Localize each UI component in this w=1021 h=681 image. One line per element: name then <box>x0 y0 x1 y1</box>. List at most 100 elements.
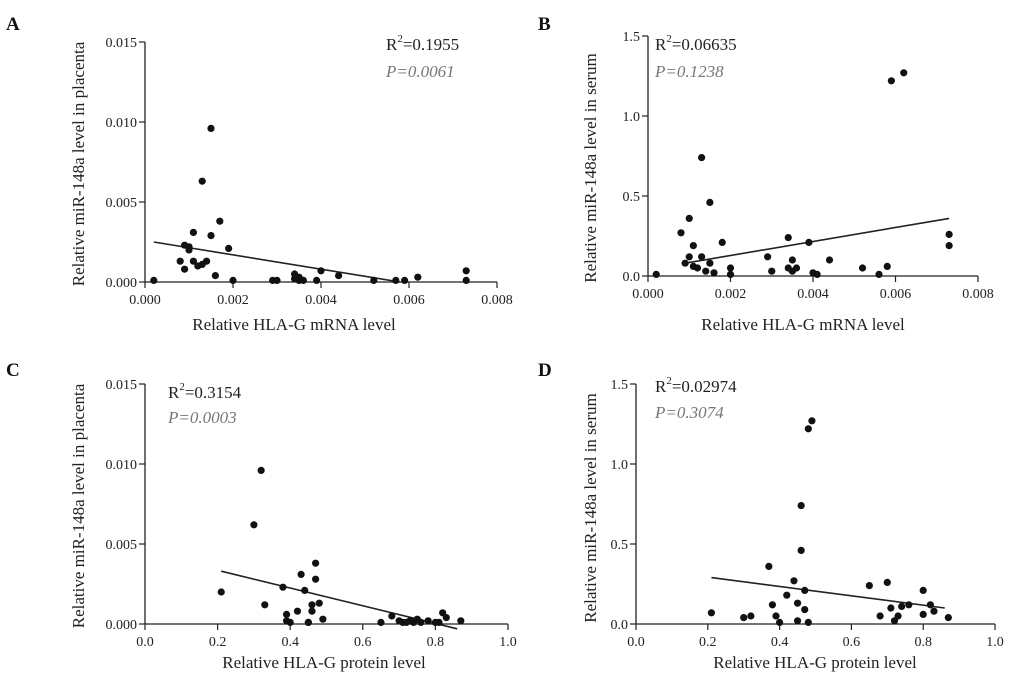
data-point-b <box>875 270 883 278</box>
data-point-b <box>825 256 834 264</box>
data-point-a <box>462 276 470 284</box>
y-axis-label-c: Relative miR-148a level in placenta <box>69 383 88 628</box>
data-point-d <box>926 601 934 609</box>
x-tick-label-c: 0.0 <box>136 635 154 650</box>
panel-c: C 0.0 0.2 0.4 0.6 0.8 1.0 0.000 0.005 0.010 0.015… <box>6 360 517 672</box>
data-point-c <box>250 521 258 529</box>
data-point-d <box>865 582 873 590</box>
data-point-d <box>944 614 952 622</box>
panel-b: B 0.000 0.002 0.004 0.006 0.0080.00.51.01.5 … <box>538 14 994 334</box>
panel-letter-b: B <box>538 14 551 35</box>
data-point-b <box>685 253 693 261</box>
data-point-b <box>693 264 702 272</box>
data-point-d <box>740 614 748 622</box>
data-point-a <box>462 267 470 275</box>
data-point-b <box>813 270 821 278</box>
data-point-b <box>858 264 867 272</box>
data-point-d <box>772 612 780 620</box>
data-point-b <box>726 264 735 272</box>
y-tick-label-d: 0.5 <box>611 538 629 553</box>
y-tick-label-c: 0.005 <box>106 538 138 553</box>
p-value-b: P=0.1238 <box>654 62 724 81</box>
data-point-d <box>905 601 913 609</box>
data-point-a <box>211 272 219 280</box>
y-tick-label-a: 0.015 <box>106 36 138 51</box>
r2-label-c: R2=0.3154 <box>168 381 242 402</box>
data-point-c <box>282 610 291 619</box>
data-point-b <box>706 259 714 267</box>
x-tick-label-c: 1.0 <box>499 635 517 650</box>
plot-area-d: 0.0 0.2 0.4 0.6 0.8 1.0 0.0 0.5 1.0 1.5 <box>611 378 1004 650</box>
x-axis-label-b: Relative HLA-G mRNA level <box>701 315 905 334</box>
data-point-c <box>315 599 323 607</box>
data-point-d <box>804 425 812 433</box>
x-axis-label-c: Relative HLA-G protein level <box>222 653 426 672</box>
data-point-c <box>435 618 443 627</box>
data-point-a <box>150 276 158 284</box>
data-point-c <box>297 570 305 579</box>
data-point-c <box>312 575 320 583</box>
data-point-a <box>335 272 343 280</box>
data-point-b <box>805 238 813 246</box>
data-point-c <box>312 559 320 567</box>
x-tick-label-b: 0.008 <box>962 287 994 302</box>
data-point-b <box>652 270 660 278</box>
x-axis-label-d: Relative HLA-G protein level <box>713 653 917 672</box>
y-axis-label-a: Relative miR-148a level in placenta <box>69 41 88 286</box>
data-point-b <box>718 238 726 246</box>
plot-area-b: 0.000 0.002 0.004 0.006 0.008 0.0 0.5 1.0 1.5 <box>623 30 994 302</box>
data-point-a <box>370 276 378 284</box>
data-point-d <box>797 502 805 510</box>
data-point-c <box>308 607 316 615</box>
y-axis-label-b: Relative miR-148a level in serum <box>581 53 600 282</box>
y-tick-label-d: 0.0 <box>611 618 629 633</box>
x-tick-label-d: 0.4 <box>771 635 789 650</box>
data-point-a <box>185 246 193 254</box>
data-point-a <box>189 228 197 236</box>
data-point-b <box>698 253 706 261</box>
data-point-b <box>784 234 792 242</box>
data-point-d <box>765 562 773 571</box>
data-point-c <box>217 588 225 596</box>
data-point-d <box>930 607 938 615</box>
x-tick-label-d: 0.8 <box>914 635 932 650</box>
data-point-b <box>883 262 891 270</box>
data-point-b <box>677 229 685 237</box>
data-point-d <box>894 612 902 620</box>
data-point-a <box>392 276 400 284</box>
data-point-b <box>764 253 772 261</box>
data-point-b <box>698 154 706 162</box>
panel-letter-d: D <box>538 360 552 381</box>
data-point-c <box>417 618 425 627</box>
data-point-a <box>401 276 409 284</box>
data-point-d <box>887 604 895 612</box>
x-tick-label-c: 0.2 <box>209 635 227 650</box>
y-tick-label-a: 0.005 <box>106 196 138 211</box>
x-tick-label-c: 0.8 <box>427 635 445 650</box>
data-point-c <box>261 601 269 609</box>
data-point-d <box>883 578 891 587</box>
r2-label-d: R2=0.02974 <box>655 375 737 396</box>
y-tick-label-c: 0.015 <box>106 378 138 393</box>
data-point-c <box>424 617 432 625</box>
y-tick-label-a: 0.000 <box>106 276 138 291</box>
plot-area-c: 0.0 0.2 0.4 0.6 0.8 1.0 0.000 0.005 0.010 0.015 <box>106 378 517 650</box>
data-point-c <box>257 466 265 474</box>
fit-line-b <box>684 217 950 264</box>
y-tick-label-b: 1.5 <box>623 30 641 45</box>
y-tick-label-d: 1.0 <box>611 458 629 473</box>
plot-area-a: 0.000 0.002 0.004 0.006 0.008 0.000 0.005 0.010… <box>106 36 513 308</box>
data-point-c <box>457 617 465 625</box>
x-tick-label-a: 0.000 <box>129 293 161 308</box>
data-point-d <box>707 609 715 617</box>
data-point-d <box>776 618 784 627</box>
x-tick-label-d: 1.0 <box>986 635 1004 650</box>
data-point-d <box>801 606 809 614</box>
y-tick-label-b: 0.5 <box>623 190 641 205</box>
data-point-c <box>293 607 302 615</box>
data-point-d <box>793 599 802 607</box>
data-point-b <box>792 264 801 272</box>
x-tick-label-a: 0.004 <box>305 293 337 308</box>
x-tick-label-a: 0.002 <box>217 293 249 308</box>
